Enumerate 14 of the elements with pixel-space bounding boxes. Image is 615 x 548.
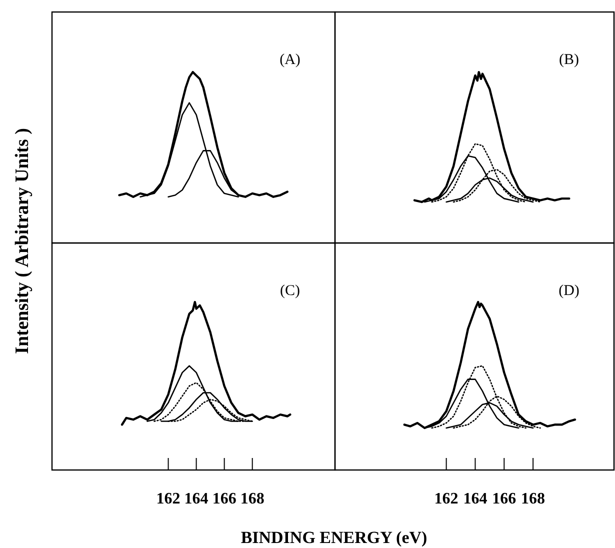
x-tick-label: 162 bbox=[156, 490, 180, 508]
chart-title: (D) bbox=[558, 283, 580, 299]
x-tick-label: 164 bbox=[463, 490, 488, 508]
x-tick-label: 162 bbox=[434, 490, 458, 508]
y-axis-title: Intensity ( Arbitrary Units ) bbox=[12, 128, 33, 354]
chart-title: (C) bbox=[280, 283, 300, 299]
x-tick-label: 166 bbox=[492, 490, 516, 508]
chart-title: (B) bbox=[559, 52, 579, 68]
x-tick-label: 166 bbox=[212, 490, 236, 508]
x-tick-label: 164 bbox=[184, 490, 208, 508]
x-tick-label: 168 bbox=[240, 490, 264, 508]
chart-title: (A) bbox=[280, 52, 300, 68]
x-tick-label: 168 bbox=[521, 490, 546, 508]
x-axis-title: BINDING ENERGY (eV) bbox=[240, 528, 428, 547]
